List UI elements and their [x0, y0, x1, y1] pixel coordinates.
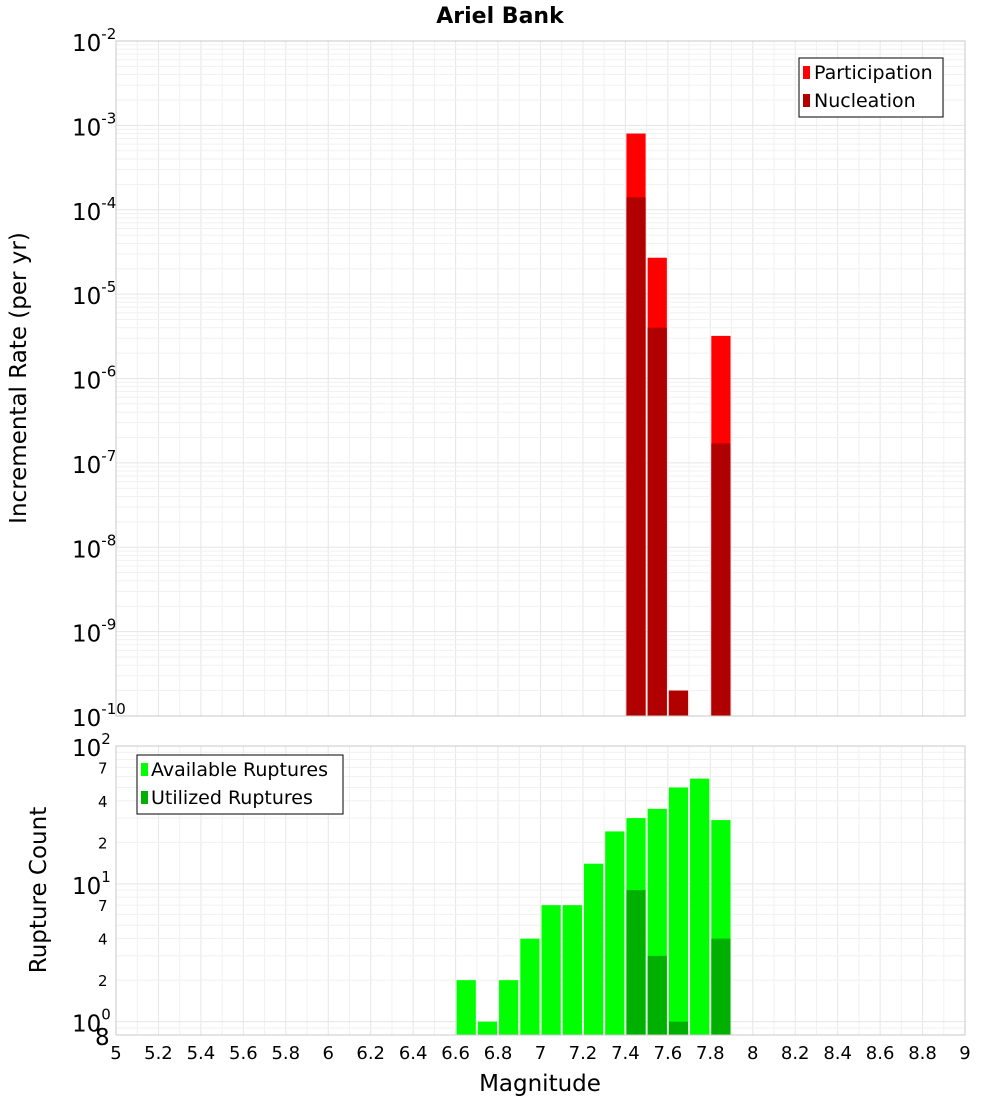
bottom-y-tick-label: 101	[72, 868, 111, 900]
bottom-y-minor-tick-label: 4	[98, 931, 108, 949]
x-tick-label: 6	[323, 1043, 334, 1064]
top-legend: Participation Nucleation	[798, 57, 944, 118]
bottom-y-minor-tick-label: 8	[95, 1025, 110, 1051]
top-y-axis-label: Incremental Rate (per yr)	[6, 232, 32, 524]
bar-available-ruptures	[477, 1021, 498, 1035]
x-tick-label: 7	[535, 1043, 546, 1064]
bottom-y-tick-label: 100	[72, 1006, 111, 1038]
bar-available-ruptures	[562, 905, 582, 1035]
bar-available-ruptures	[583, 863, 604, 1035]
bottom-y-minor-tick-label: 2	[98, 834, 108, 852]
legend-swatch-utilized-ruptures	[141, 791, 148, 804]
x-tick-label: 8.2	[781, 1043, 810, 1064]
bar-available-ruptures	[605, 831, 625, 1035]
top-plot-frame	[115, 40, 966, 717]
top-y-tick-label: 10-10	[72, 700, 126, 732]
bar-available-ruptures	[456, 980, 476, 1035]
x-axis-label: Magnitude	[479, 1071, 601, 1097]
x-tick-label: 5.8	[271, 1043, 300, 1064]
x-tick-label: 5	[110, 1043, 121, 1064]
x-tick-label: 6.2	[356, 1043, 385, 1064]
bar-available-ruptures	[668, 787, 689, 1035]
bottom-y-minor-tick-label: 2	[98, 972, 108, 990]
bottom-plot-bars	[456, 778, 731, 1035]
chart-title: Ariel Bank	[436, 4, 565, 29]
legend-label-participation: Participation	[814, 62, 933, 84]
bottom-y-minor-tick-label: 7	[98, 897, 108, 915]
x-tick-label: 8.4	[823, 1043, 852, 1064]
top-y-axis-ticks: 10-2 10-3 10-4 10-5 10-6 10-7 10-8 10-9 10-10	[72, 25, 126, 732]
bottom-y-axis-ticks: 102 101 100 7 4 2 7 4 2 8	[72, 730, 111, 1051]
bottom-legend-box	[136, 754, 344, 815]
bar-available-ruptures	[690, 778, 710, 1035]
x-tick-label: 7.4	[611, 1043, 640, 1064]
bottom-y-tick-label: 102	[72, 730, 111, 762]
legend-label-nucleation: Nucleation	[814, 90, 916, 112]
top-y-tick-label: 10-2	[72, 25, 116, 57]
top-y-tick-label: 10-3	[72, 109, 116, 141]
top-plot-grid	[115, 41, 966, 717]
legend-swatch-nucleation	[803, 94, 810, 107]
top-plot-bars	[626, 133, 731, 717]
bar-nucleation	[711, 443, 731, 716]
bar-utilized-ruptures	[711, 938, 731, 1035]
top-y-tick-label: 10-4	[72, 194, 116, 226]
x-tick-label: 7.2	[569, 1043, 598, 1064]
bar-available-ruptures	[520, 938, 540, 1035]
bottom-y-minor-tick-label: 7	[98, 759, 108, 777]
top-y-tick-label: 10-6	[72, 363, 116, 395]
x-tick-label: 6.8	[484, 1043, 513, 1064]
bar-available-ruptures	[541, 905, 561, 1035]
x-tick-label: 5.4	[187, 1043, 216, 1064]
x-tick-label: 5.6	[229, 1043, 258, 1064]
x-tick-label: 6.6	[441, 1043, 470, 1064]
legend-swatch-available-ruptures	[141, 763, 148, 776]
x-tick-label: 9	[959, 1043, 970, 1064]
bar-nucleation	[647, 327, 667, 716]
bar-utilized-ruptures	[668, 1021, 689, 1035]
bottom-legend: Available Ruptures Utilized Ruptures	[136, 754, 344, 815]
top-y-tick-label: 10-8	[72, 531, 116, 563]
top-legend-box	[798, 57, 944, 118]
bar-nucleation	[668, 690, 689, 716]
bottom-y-minor-tick-label: 4	[98, 793, 108, 811]
x-tick-label: 8.8	[908, 1043, 937, 1064]
top-y-tick-label: 10-7	[72, 447, 116, 479]
x-tick-label: 5.2	[144, 1043, 173, 1064]
bottom-plot-frame	[115, 745, 966, 1036]
top-y-tick-label: 10-5	[72, 278, 116, 310]
x-axis-ticks: 5 5.2 5.4 5.6 5.8 6 6.2 6.4 6.6 6.8 7 7.2 7.4 7.6 7.8 8…	[110, 1043, 970, 1064]
bar-utilized-ruptures	[647, 955, 667, 1035]
bar-nucleation	[626, 197, 646, 717]
bar-available-ruptures	[499, 980, 519, 1035]
bar-utilized-ruptures	[626, 890, 646, 1035]
x-tick-label: 8	[747, 1043, 758, 1064]
legend-swatch-participation	[803, 66, 810, 79]
legend-label-available-ruptures: Available Ruptures	[151, 759, 328, 781]
x-tick-label: 8.6	[866, 1043, 895, 1064]
x-tick-label: 7.6	[654, 1043, 683, 1064]
x-tick-label: 6.4	[399, 1043, 428, 1064]
legend-label-utilized-ruptures: Utilized Ruptures	[151, 787, 313, 809]
x-tick-label: 7.8	[696, 1043, 725, 1064]
bottom-y-axis-label: Rupture Count	[26, 807, 52, 973]
top-y-tick-label: 10-9	[72, 616, 116, 648]
